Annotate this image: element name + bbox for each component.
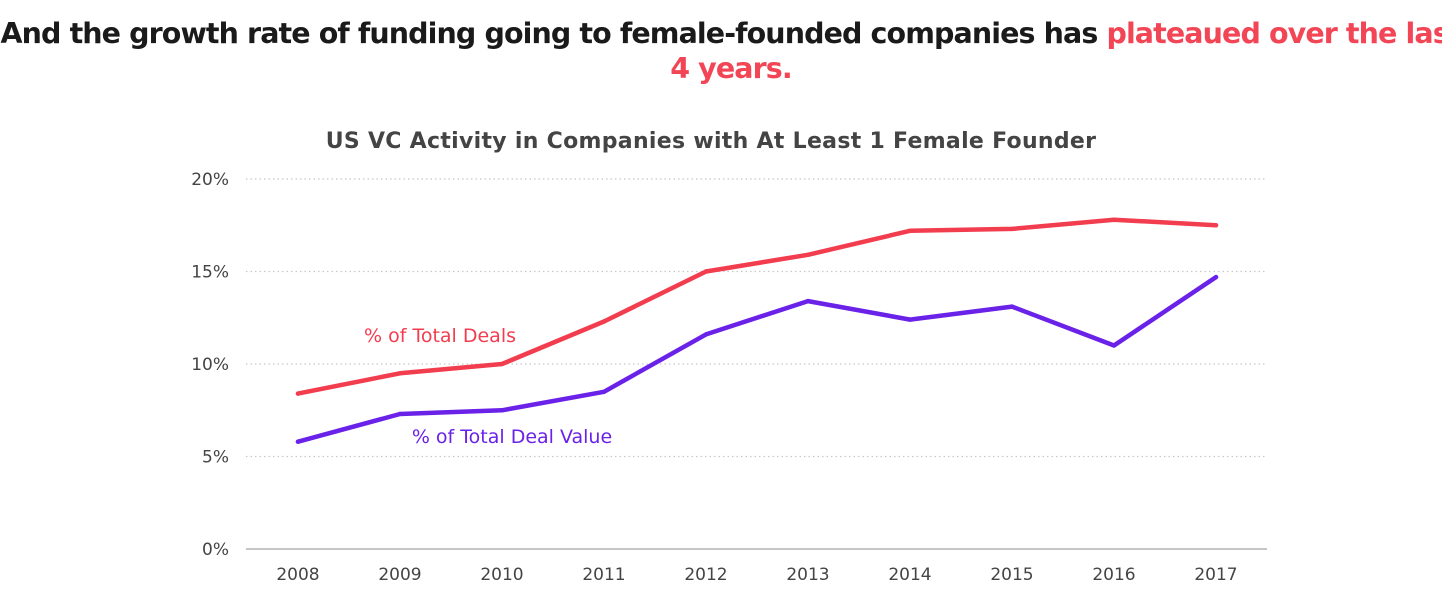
data-point <box>805 252 811 257</box>
y-tick-label: 10% <box>191 355 229 375</box>
series-layer <box>295 217 1219 444</box>
x-tick-label: 2009 <box>378 565 421 585</box>
series-label-total-deal-value: % of Total Deal Value <box>412 426 612 448</box>
data-point <box>907 228 913 233</box>
headline: And the growth rate of funding going to … <box>0 16 1442 86</box>
data-point <box>703 269 709 274</box>
headline-highlight-1: plateaued over the last <box>1106 17 1442 50</box>
x-tick-label: 2008 <box>276 565 319 585</box>
data-point <box>1009 226 1015 232</box>
data-point <box>1111 343 1117 348</box>
data-point <box>397 371 403 376</box>
data-point <box>397 411 403 417</box>
data-point <box>499 408 505 413</box>
x-tick-label: 2013 <box>786 565 829 585</box>
series-line-total-deals <box>295 217 1219 396</box>
data-point <box>1213 274 1219 280</box>
grid-layer <box>246 178 1267 458</box>
axis-layer: 0% 5% 10% 15% 20% 2008 2009 2010 2011 2012 2013 201… <box>191 170 1267 585</box>
data-point <box>295 391 301 396</box>
x-tick-label: 2015 <box>990 565 1033 585</box>
data-point <box>601 319 607 324</box>
chart-title: US VC Activity in Companies with At Leas… <box>326 129 1097 154</box>
data-point <box>703 332 709 337</box>
x-tick-label: 2010 <box>480 565 523 585</box>
x-tick-label: 2014 <box>888 565 931 585</box>
data-point <box>805 298 811 304</box>
y-tick-label: 0% <box>202 540 229 560</box>
data-point <box>499 361 505 367</box>
series-label-total-deals: % of Total Deals <box>364 325 516 347</box>
y-tick-label: 15% <box>191 263 229 283</box>
x-tick-label: 2011 <box>582 565 625 585</box>
x-tick-label: 2012 <box>684 565 727 585</box>
headline-highlight-2: 4 years. <box>670 52 792 85</box>
data-point <box>907 317 913 322</box>
data-point <box>601 389 607 394</box>
x-tick-label: 2017 <box>1194 565 1237 585</box>
data-point <box>1009 304 1015 309</box>
headline-text: And the growth rate of funding going to … <box>0 17 1107 50</box>
data-point <box>1213 223 1219 228</box>
data-point <box>1111 217 1117 222</box>
x-tick-label: 2016 <box>1092 565 1135 585</box>
series-line-total-deal-value <box>295 274 1219 444</box>
y-tick-label: 5% <box>202 448 229 468</box>
y-tick-label: 20% <box>191 170 229 190</box>
data-point <box>295 439 301 444</box>
